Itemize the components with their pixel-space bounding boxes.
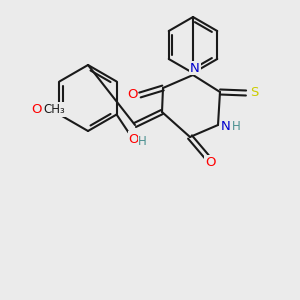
Text: O: O [31, 103, 42, 116]
Text: N: N [221, 121, 231, 134]
Text: H: H [129, 131, 137, 145]
Text: S: S [250, 86, 258, 100]
Text: O: O [205, 155, 215, 169]
Text: O: O [127, 88, 137, 101]
Text: H: H [138, 135, 147, 148]
Text: H: H [232, 121, 240, 134]
Text: O: O [128, 133, 139, 146]
Text: CH₃: CH₃ [44, 103, 65, 116]
Text: N: N [190, 61, 200, 74]
